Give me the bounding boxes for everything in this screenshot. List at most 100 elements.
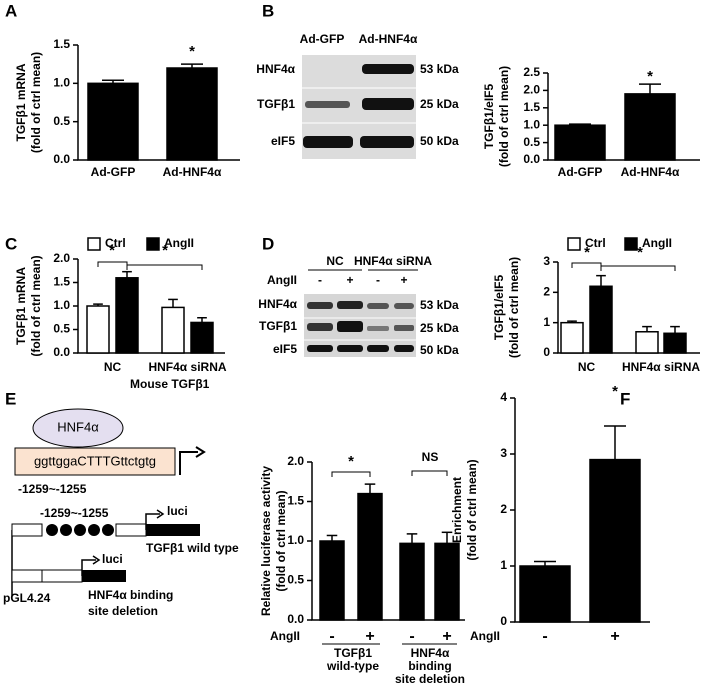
blot-band — [362, 98, 414, 110]
panel-letter: F — [620, 389, 630, 408]
diagram-title: Mouse TGFβ1 — [130, 377, 210, 391]
chart-panel: D 0 1 2 3 TGFβ1/eIF5 (fold of ctrl mean) NC HNF4… — [262, 234, 700, 374]
y-axis-label: Relative luciferase activity — [259, 466, 273, 616]
annotation: * — [162, 242, 168, 259]
tss-arrow-head — [156, 509, 165, 519]
blot-band — [360, 136, 414, 148]
legend-swatch — [567, 237, 581, 251]
y-tick-label: 0.5 — [53, 322, 70, 336]
protein-label: eIF5 — [273, 342, 297, 356]
blot-band — [303, 136, 353, 148]
legend-label: Ctrl — [585, 236, 606, 250]
y-tick-label: 2.0 — [53, 251, 70, 265]
construct-site-label: -1259~-1255 — [40, 506, 109, 520]
size-label: 25 kDa — [420, 97, 459, 111]
y-tick-label: 0.0 — [287, 612, 304, 626]
y-axis-label: (fold of ctrl mean) — [465, 459, 479, 560]
y-tick-label: 1.0 — [523, 117, 540, 131]
y-tick-label: 2 — [543, 285, 550, 299]
legend-label: Ctrl — [105, 236, 126, 250]
protein-label: TGFβ1 — [257, 97, 295, 111]
y-tick-label: 4 — [500, 390, 507, 404]
binding-site — [60, 524, 72, 536]
group-label: TGFβ1 — [334, 646, 372, 660]
x-tick-label: NC — [578, 360, 596, 374]
protein-label: HNF4α — [258, 297, 297, 311]
construct-box — [115, 523, 147, 537]
group-label: HNF4α siRNA — [354, 254, 432, 268]
blot-band — [337, 345, 363, 352]
protein-label: HNF4α — [256, 62, 295, 76]
bar — [190, 321, 214, 354]
sequence-label: ggttggaCTTTGttctgtg — [34, 453, 156, 468]
annotation: * — [584, 244, 590, 261]
bar — [399, 542, 425, 621]
panel-letter: A — [5, 1, 17, 20]
group-label: site deletion — [395, 672, 465, 685]
bar — [519, 565, 571, 623]
x-tick-label: Ad-HNF4α — [163, 165, 222, 179]
x-tick-label: Ad-GFP — [558, 165, 603, 179]
blot-band — [337, 301, 363, 309]
sign-label: - — [318, 273, 322, 287]
tss-arrow — [179, 451, 198, 475]
bar — [357, 492, 383, 621]
lane-label: Ad-GFP — [300, 32, 345, 46]
panel-letter: B — [262, 1, 274, 20]
blot-band — [307, 345, 333, 352]
y-tick-label: 1.5 — [287, 494, 304, 508]
group-label: HNF4α — [411, 646, 450, 660]
x-tick-label: HNF4α siRNA — [622, 360, 700, 374]
y-tick-label: 0.5 — [53, 114, 70, 128]
y-tick-label: 0.0 — [53, 152, 70, 166]
blot-band — [367, 303, 389, 309]
y-tick-label: 1.0 — [287, 533, 304, 547]
size-label: 53 kDa — [420, 62, 459, 76]
annotation: * — [612, 383, 618, 400]
sign-label: + — [346, 273, 353, 287]
bar — [554, 124, 606, 161]
factor-ellipse — [32, 408, 124, 448]
significance-bracket — [331, 471, 371, 477]
x-tick-label: + — [610, 628, 619, 645]
size-label: 53 kDa — [420, 298, 459, 312]
x-tick-label: Ad-HNF4α — [621, 165, 680, 179]
legend-label: AngII — [642, 236, 672, 250]
bar — [319, 540, 345, 621]
y-axis-label: (fold of ctrl mean) — [29, 52, 43, 153]
chart-panel: C 0.0 0.5 1.0 1.5 2.0 TGFβ1 mRNA (fold of ctrl … — [5, 234, 227, 374]
x-tick-label: + — [442, 628, 451, 645]
size-label: 25 kDa — [420, 321, 459, 335]
promoter-box — [14, 447, 176, 476]
significance-bracket — [411, 470, 448, 476]
site-label: -1259~-1255 — [18, 482, 87, 496]
blot-band — [394, 345, 414, 352]
luciferase-box — [146, 524, 200, 536]
construct-box — [11, 523, 43, 537]
factor-label: HNF4α — [57, 419, 99, 434]
y-tick-label: 2 — [500, 502, 507, 516]
y-tick-label: 1.5 — [523, 100, 540, 114]
x-tick-label: NC — [104, 360, 122, 374]
legend-swatch — [87, 237, 101, 251]
y-axis-label: TGFβ1 mRNA — [14, 63, 28, 141]
protein-label: eIF5 — [271, 134, 295, 148]
size-label: 50 kDa — [420, 134, 459, 148]
bar — [589, 285, 613, 354]
tss-arrow-head — [195, 446, 206, 458]
blot-b: Ad-GFP Ad-HNF4α HNF4α 53 kDa TGFβ1 25 kD… — [256, 32, 459, 159]
vector-label: pGL4.24 — [3, 591, 51, 605]
y-tick-label: 0.5 — [287, 573, 304, 587]
x-tick-label: - — [409, 628, 414, 645]
legend-label: AngII — [164, 236, 194, 250]
bar — [87, 82, 139, 161]
y-tick-label: 1 — [500, 558, 507, 572]
x-row-label: AngII — [270, 629, 300, 643]
panel-letter: D — [262, 234, 274, 253]
blot-band — [367, 345, 389, 352]
bar — [86, 305, 110, 354]
y-tick-label: 3 — [543, 254, 550, 268]
x-tick-label: - — [542, 628, 547, 645]
blot-band — [394, 325, 414, 331]
